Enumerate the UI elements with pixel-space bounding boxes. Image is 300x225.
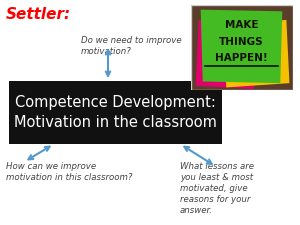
Text: HAPPEN!: HAPPEN! xyxy=(215,53,268,63)
Polygon shape xyxy=(196,20,257,89)
FancyArrowPatch shape xyxy=(106,50,110,76)
FancyArrowPatch shape xyxy=(184,147,212,164)
Text: Do we need to improve
motivation?: Do we need to improve motivation? xyxy=(81,36,182,56)
Polygon shape xyxy=(223,20,290,88)
Text: Competence Development:
Motivation in the classroom: Competence Development: Motivation in th… xyxy=(14,95,217,130)
Text: MAKE: MAKE xyxy=(225,20,258,30)
Text: What lessons are
you least & most
motivated, give
reasons for your
answer.: What lessons are you least & most motiva… xyxy=(180,162,254,215)
Text: Settler:: Settler: xyxy=(6,7,71,22)
Text: How can we improve
motivation in this classroom?: How can we improve motivation in this cl… xyxy=(6,162,133,182)
Polygon shape xyxy=(201,10,282,83)
Text: THINGS: THINGS xyxy=(219,37,264,47)
FancyBboxPatch shape xyxy=(9,81,222,144)
FancyArrowPatch shape xyxy=(28,147,50,159)
